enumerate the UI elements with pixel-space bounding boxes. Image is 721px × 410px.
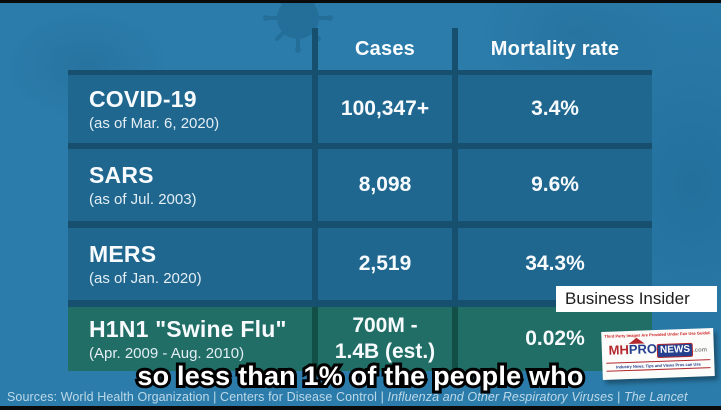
disease-period: (as of Jul. 2003): [89, 190, 197, 208]
disease-period: (Apr. 2009 - Aug. 2010): [89, 344, 245, 362]
cell-cases-value: 100,347+: [318, 75, 452, 143]
cell-cases-value: 8,098: [318, 149, 452, 221]
disease-period: (as of Jan. 2020): [89, 269, 202, 287]
mhpronews-watermark: Third Party Images Are Provided Under Fa…: [601, 328, 715, 380]
disease-table: COVID-19 (as of Mar. 6, 2020) 100,347+ 3…: [68, 70, 652, 371]
disease-period: (as of Mar. 6, 2020): [89, 114, 220, 132]
disease-name: H1N1 "Swine Flu": [89, 315, 287, 342]
attribution-business-insider: Business Insider: [556, 286, 717, 312]
watermark-disclaimer: Third Party Images Are Provided Under Fa…: [604, 330, 711, 339]
cell-mortality-value: 3.4%: [458, 75, 652, 143]
source-journal-1: Influenza and Other Respiratory Viruses: [387, 390, 614, 404]
disease-name: MERS: [89, 240, 157, 267]
logo-news: NEWS: [656, 342, 694, 359]
table-row-covid19: COVID-19 (as of Mar. 6, 2020) 100,347+ 3…: [68, 75, 652, 143]
cell-disease-name: H1N1 "Swine Flu" (Apr. 2009 - Aug. 2010): [68, 307, 312, 371]
logo-pro: PRO: [628, 341, 658, 358]
column-header-cases: Cases: [355, 38, 415, 60]
source-journal-2: The Lancet: [624, 390, 688, 404]
watermark-tagline: Industry News, Tips and Views Pros can U…: [606, 359, 711, 372]
disease-name: SARS: [89, 161, 154, 188]
cell-disease-name: SARS (as of Jul. 2003): [68, 149, 312, 221]
cases-value-text: 700M - 1.4B (est.): [334, 314, 436, 363]
header-divider-left: [312, 28, 318, 70]
house-icon: [628, 337, 645, 345]
cell-disease-name: MERS (as of Jan. 2020): [68, 228, 312, 300]
mhpronews-logo: MH PRO NEWS .com: [605, 337, 711, 360]
disease-name: COVID-19: [89, 85, 197, 112]
logo-com: .com: [692, 347, 708, 354]
cell-cases-value: 2,519: [318, 228, 452, 300]
logo-mh: MH: [608, 342, 630, 358]
column-header-mortality-rate: Mortality rate: [490, 38, 620, 60]
sources-separator: |: [613, 390, 625, 404]
cell-disease-name: COVID-19 (as of Mar. 6, 2020): [68, 75, 312, 143]
sources-text: Sources: World Health Organization | Cen…: [7, 390, 388, 404]
letterbox-top: [0, 0, 721, 3]
table-row-sars: SARS (as of Jul. 2003) 8,098 9.6%: [68, 149, 652, 221]
sources-line: Sources: World Health Organization | Cen…: [7, 390, 688, 404]
subtitle-caption: so less than 1% of the people who: [134, 358, 586, 394]
letterbox-bottom: [0, 406, 721, 410]
cell-cases-value: 700M - 1.4B (est.): [318, 307, 452, 371]
header-divider-right: [452, 28, 458, 70]
cell-mortality-value: 9.6%: [458, 149, 652, 221]
